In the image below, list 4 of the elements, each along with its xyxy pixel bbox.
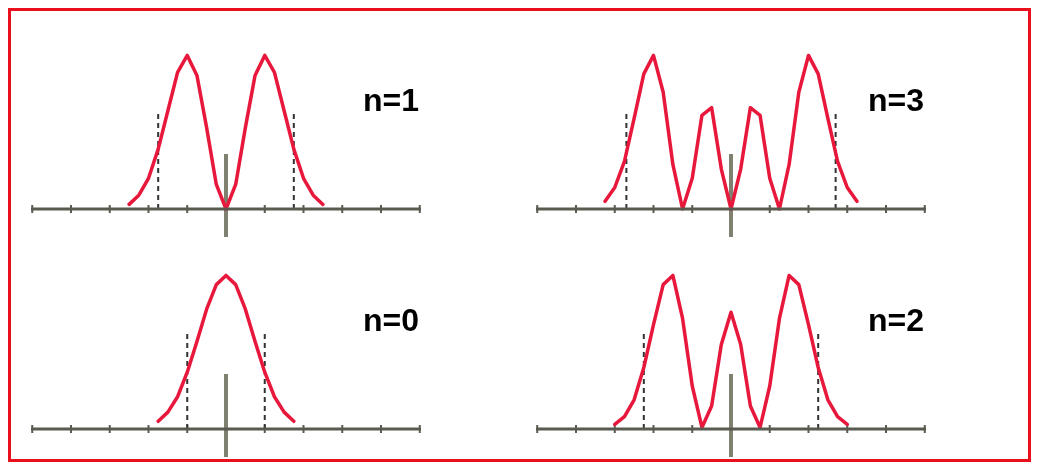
text: n=1 bbox=[363, 82, 420, 118]
text: n=0 bbox=[363, 302, 420, 338]
text: n=2 bbox=[868, 302, 925, 338]
text: n=3 bbox=[868, 82, 925, 118]
